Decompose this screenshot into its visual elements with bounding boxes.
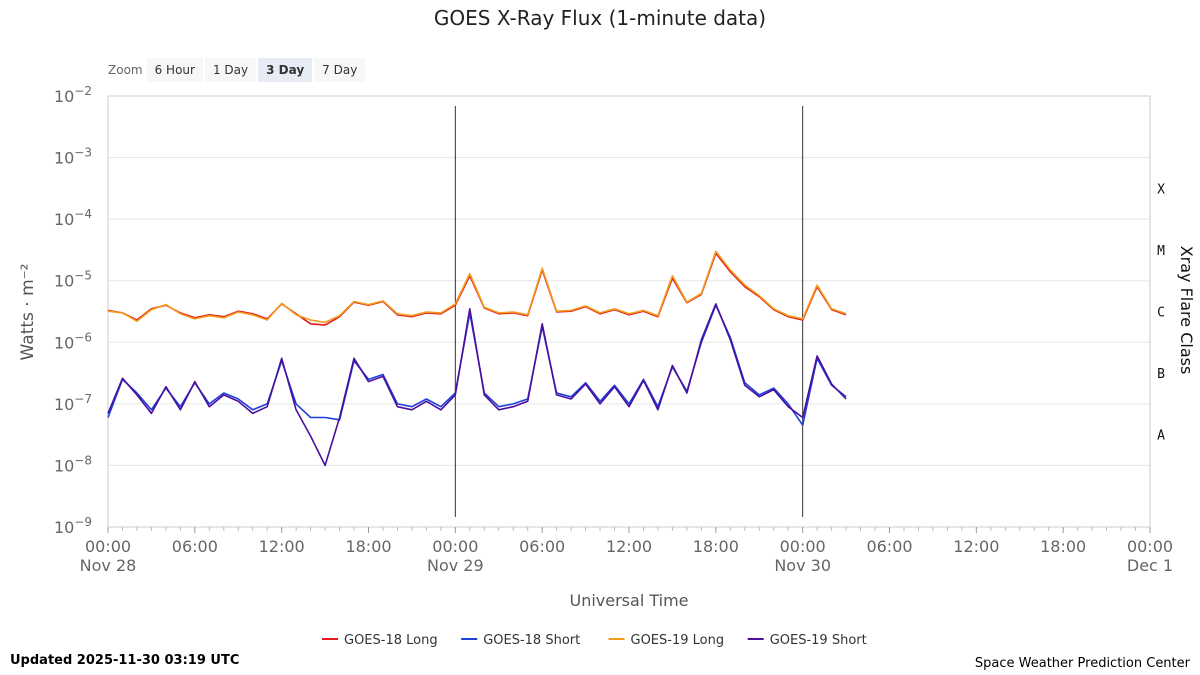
series-lines [107,250,847,467]
series-goes-19-short [107,303,847,467]
y-tick-label: 10−2 [54,84,92,106]
plot-area [107,95,1151,528]
zoom-3-day-button[interactable]: 3 Day [258,58,313,82]
flare-class-labels: X M C B A [1157,182,1165,443]
x-tick-date: Nov 28 [80,556,137,575]
flare-class-m: M [1157,244,1165,259]
flare-class-b: B [1157,367,1165,382]
grid-lines [108,95,1150,528]
y-tick-label: 10−4 [54,207,92,229]
x-tick-time: 00:00 [780,537,826,556]
x-tick-time: 00:00 [85,537,131,556]
x-tick-time: 06:00 [866,537,912,556]
y-tick-label: 10−5 [54,269,92,291]
zoom-7-day-button[interactable]: 7 Day [314,58,366,82]
flare-class-a: A [1157,429,1165,444]
y2-axis-label: Xray Flare Class [1177,246,1196,375]
x-tick-date: Nov 30 [774,556,831,575]
y-tick-label: 10−3 [54,146,92,168]
x-tick-time: 06:00 [519,537,565,556]
x-tick-time: 00:00 [1127,537,1173,556]
legend-item: GOES-19 Long [631,633,725,648]
x-tick-date: Nov 29 [427,556,484,575]
legend-item: GOES-19 Short [770,633,867,648]
x-tick-time: 12:00 [259,537,305,556]
chart-title: GOES X-Ray Flux (1-minute data) [433,6,767,30]
flare-class-c: C [1157,306,1165,321]
legend: GOES-18 Long GOES-18 Short GOES-19 Long GOE… [322,633,867,648]
y-axis-label: Watts · m⁻² [18,264,38,361]
credit-text: Space Weather Prediction Center [974,656,1190,671]
day-boundary-markers [454,106,804,517]
flare-class-x: X [1157,182,1165,197]
updated-timestamp: Updated 2025-11-30 03:19 UTC [10,653,240,668]
series-goes-18-short [107,304,847,427]
y-axis-ticks: 10−2 10−3 10−4 10−5 10−6 10−7 10−8 10−9 [54,84,92,537]
y-tick-label: 10−7 [54,392,92,414]
x-axis-label: Universal Time [569,591,688,610]
x-tick-time: 18:00 [693,537,739,556]
x-tick-date: Dec 1 [1127,556,1173,575]
zoom-label: Zoom [108,63,143,77]
legend-item: GOES-18 Long [344,633,438,648]
y-tick-label: 10−9 [54,515,92,537]
x-tick-time: 18:00 [1040,537,1086,556]
x-tick-time: 00:00 [432,537,478,556]
series-goes-19-long [107,250,847,324]
x-tick-time: 18:00 [345,537,391,556]
x-tick-time: 12:00 [953,537,999,556]
zoom-6-hour-button[interactable]: 6 Hour [146,58,203,82]
zoom-1-day-button[interactable]: 1 Day [204,58,257,82]
y-tick-label: 10−8 [54,453,92,475]
legend-item: GOES-18 Short [483,633,580,648]
x-tick-time: 12:00 [606,537,652,556]
zoom-toolbar: Zoom 6 Hour 1 Day 3 Day 7 Day [108,58,367,82]
x-tick-time: 06:00 [172,537,218,556]
y-tick-label: 10−6 [54,330,92,352]
